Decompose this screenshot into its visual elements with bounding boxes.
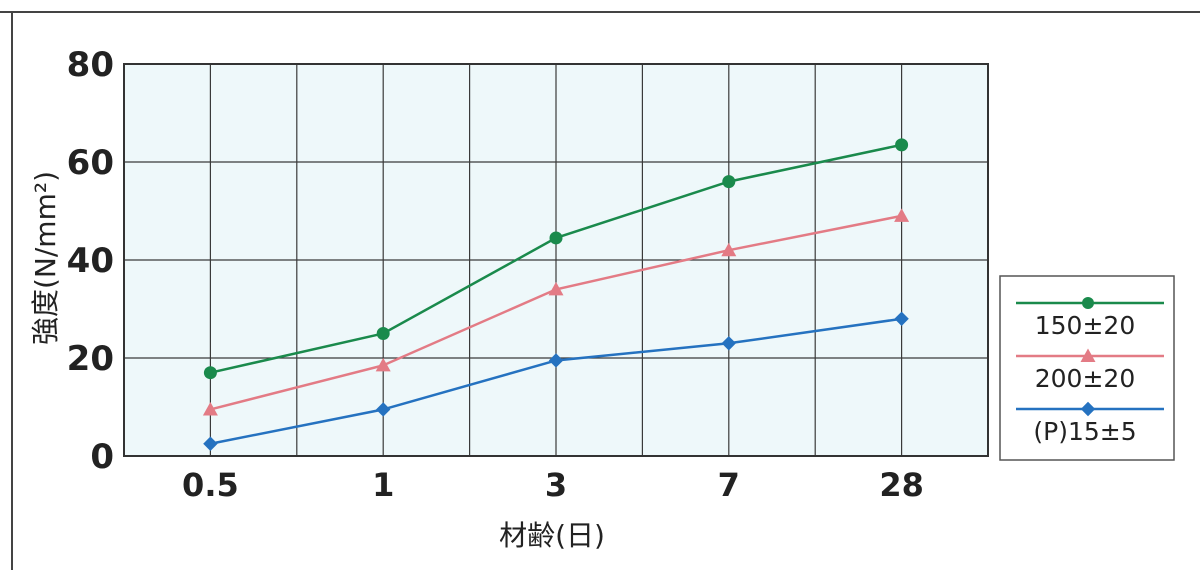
x-tick-label: 3	[545, 466, 567, 504]
data-point	[549, 231, 563, 245]
x-axis-title: 材齢(日)	[499, 519, 605, 552]
y-axis-ticks: 0 20 40 60 80	[67, 45, 114, 477]
data-point	[548, 353, 564, 368]
x-tick-label: 0.5	[182, 466, 239, 504]
x-tick-label: 7	[718, 466, 740, 504]
data-point	[722, 175, 736, 189]
series-1	[203, 138, 909, 380]
data-point	[375, 357, 391, 372]
y-tick-label: 20	[67, 339, 114, 379]
series-2	[202, 208, 910, 416]
series-layer	[202, 138, 910, 451]
y-tick-label: 80	[67, 45, 114, 85]
y-tick-label: 40	[67, 241, 114, 281]
data-point	[203, 436, 218, 451]
legend-swatch-marker	[1082, 297, 1094, 309]
legend-item: (P)15±5	[1016, 401, 1164, 446]
data-point	[721, 336, 736, 351]
x-tick-label: 28	[879, 466, 924, 504]
grid-lines	[124, 64, 988, 456]
data-point	[894, 311, 909, 326]
legend-item: 150±20	[1016, 297, 1164, 340]
data-point	[376, 327, 390, 340]
legend-swatch-marker	[1080, 348, 1096, 362]
legend-swatch-marker	[1080, 401, 1096, 417]
data-point	[894, 208, 910, 222]
data-point	[548, 281, 564, 296]
data-point	[202, 401, 218, 416]
legend-label: (P)15±5	[1033, 417, 1136, 446]
data-point	[203, 366, 217, 380]
y-axis-title: 強度(N/mm²)	[29, 171, 62, 345]
x-axis-ticks: 0.5 1 3 7 28	[182, 466, 924, 504]
legend-label: 200±20	[1035, 364, 1135, 393]
plot-frame	[123, 63, 989, 457]
legend: 150±20 200±20 (P)15±5	[999, 275, 1175, 461]
series-3	[203, 311, 909, 451]
y-tick-label: 0	[90, 437, 114, 477]
legend-label: 150±20	[1035, 311, 1135, 340]
data-point	[895, 138, 909, 152]
y-tick-label: 60	[67, 143, 114, 183]
data-point	[376, 402, 391, 417]
x-tick-label: 1	[372, 466, 394, 504]
legend-item: 200±20	[1016, 348, 1164, 393]
data-point	[721, 242, 737, 257]
